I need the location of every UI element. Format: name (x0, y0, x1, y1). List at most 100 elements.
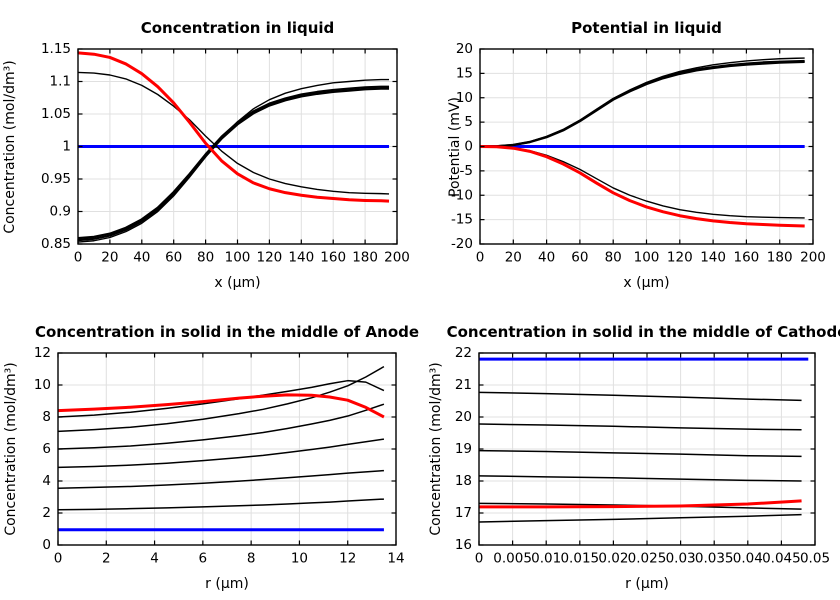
ytick-label: 20 (455, 409, 472, 425)
xtick-label: 12 (339, 551, 356, 567)
series-black-time-3 (478, 449, 802, 458)
xtick-label: 0.02 (598, 551, 628, 567)
series-red-final-fall (77, 51, 390, 203)
xtick-label: 40 (538, 250, 555, 266)
xtick-label: 120 (257, 250, 283, 266)
ytick-label: -15 (451, 212, 473, 228)
series-black-time-5 (57, 365, 385, 433)
xtick-label: 200 (800, 250, 826, 266)
xtick-label: 0.04 (733, 551, 763, 567)
ytick-label: 0.9 (50, 204, 71, 220)
chart-concentration-liquid: 0 20 40 60 80 100 120 140 160 180 200 0.85 0.9 0.95 1 1… (41, 41, 410, 266)
ytick-label: 12 (34, 345, 51, 361)
series-black-time-2 (57, 469, 384, 489)
series-black-time-1 (478, 391, 802, 402)
ytick-label: 1.05 (41, 106, 71, 122)
series-black-thin-fall (77, 71, 390, 195)
ytick-label: 19 (455, 441, 472, 457)
series-black-thick-rise-1 (77, 87, 390, 242)
ytick-label: 18 (455, 473, 472, 489)
series-black-time-1 (57, 498, 384, 511)
series-red-final-fall (479, 145, 805, 228)
xtick-label: 0.01 (531, 551, 561, 567)
series-red-final-time (479, 499, 802, 509)
ytick-label: 2 (42, 505, 51, 521)
ytick-label: 0 (42, 537, 51, 553)
chart-anode-solid-concentration-ylabel: Concentration (mol/dm³) (3, 362, 19, 536)
ytick-label: 5 (464, 114, 473, 130)
ytick-label: 4 (42, 473, 51, 489)
xtick-label: 0 (475, 551, 484, 567)
ytick-label: 1 (62, 139, 71, 155)
xtick-label: 160 (734, 250, 760, 266)
chart-cathode-solid-concentration-ylabel: Concentration (mol/dm³) (428, 362, 444, 536)
series-black-thick-rise-1 (479, 60, 805, 148)
ytick-label: -5 (460, 163, 473, 179)
ytick-label: 22 (455, 345, 472, 361)
chart-anode-solid-concentration-xlabel: r (μm) (205, 576, 249, 592)
series-black-time-4 (57, 403, 385, 450)
xtick-label: 2 (102, 551, 111, 567)
xtick-label: 0.015 (560, 551, 599, 567)
xtick-label: 20 (101, 250, 118, 266)
ytick-label: 1.15 (41, 41, 71, 57)
series-black-thin-rise (77, 78, 390, 243)
ytick-label: 20 (456, 41, 473, 57)
ytick-label: 0 (464, 139, 473, 155)
xtick-label: 0.005 (493, 551, 532, 567)
xtick-label: 100 (225, 250, 251, 266)
xtick-label: 4 (150, 551, 159, 567)
ytick-label: 17 (455, 505, 472, 521)
chart-concentration-liquid-xlabel: x (μm) (214, 275, 261, 291)
ytick-label: 21 (455, 377, 472, 393)
xtick-label: 8 (247, 551, 256, 567)
ytick-label: -10 (451, 187, 473, 203)
xtick-label: 0 (476, 250, 485, 266)
xtick-label: 60 (165, 250, 182, 266)
xtick-label: 40 (133, 250, 150, 266)
chart-cathode-solid-concentration-xlabel: r (μm) (625, 576, 669, 592)
chart-potential-liquid-xlabel: x (μm) (623, 275, 670, 291)
xtick-label: 140 (700, 250, 726, 266)
xtick-label: 0.045 (762, 551, 801, 567)
ytick-label: 1.1 (50, 74, 71, 90)
xtick-label: 200 (384, 250, 410, 266)
chart-potential-liquid-ylabel: Potential (mV) (447, 96, 463, 197)
series-red-final-time (57, 393, 385, 419)
ytick-label: -20 (451, 236, 473, 252)
xtick-label: 0.05 (800, 551, 830, 567)
series-black-thin-rise (479, 57, 805, 148)
chart-cathode-solid-concentration-title: Concentration in solid in the middle of … (446, 323, 840, 341)
xtick-label: 0 (54, 551, 63, 567)
chart-anode-solid-concentration-title: Concentration in solid in the middle of … (34, 323, 420, 341)
ytick-label: 6 (42, 441, 51, 457)
xtick-label: 0.035 (695, 551, 734, 567)
xtick-label: 140 (288, 250, 314, 266)
ytick-label: 10 (456, 90, 473, 106)
xtick-label: 6 (199, 551, 208, 567)
xtick-label: 20 (505, 250, 522, 266)
xtick-label: 80 (605, 250, 622, 266)
series-black-time-4 (478, 475, 802, 482)
ytick-label: 15 (456, 65, 473, 81)
chart-concentration-liquid-ylabel: Concentration (mol/dm³) (2, 59, 18, 234)
xtick-label: 0 (74, 250, 83, 266)
chart-concentration-liquid-title: Concentration in liquid (140, 19, 335, 37)
series-black-time-6 (478, 513, 802, 523)
xtick-label: 120 (667, 250, 693, 266)
ytick-label: 0.95 (41, 171, 71, 187)
xtick-label: 100 (634, 250, 660, 266)
chart-potential-liquid-title: Potential in liquid (571, 19, 722, 37)
xtick-label: 180 (352, 250, 378, 266)
series-black-time-3 (57, 438, 385, 469)
xtick-label: 80 (197, 250, 214, 266)
ytick-label: 16 (455, 537, 472, 553)
xtick-label: 14 (387, 551, 404, 567)
xtick-label: 160 (320, 250, 346, 266)
xtick-label: 10 (291, 551, 308, 567)
chart-cathode-solid-concentration: 0 0.005 0.01 0.015 0.02 0.025 0.03 0.035 0.04 0.0… (455, 345, 830, 567)
series-black-thin-fall (479, 145, 805, 219)
ytick-label: 8 (42, 409, 51, 425)
